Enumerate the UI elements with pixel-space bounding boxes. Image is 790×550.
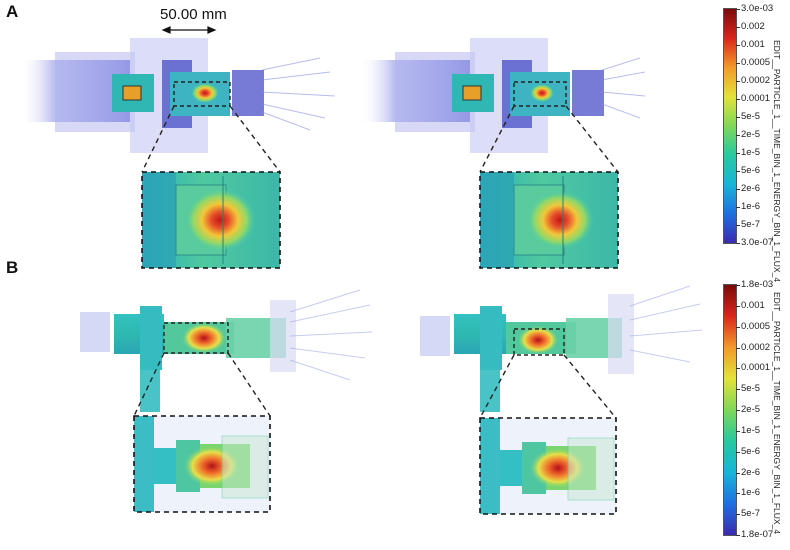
panel-b-right-zoom (479, 417, 617, 515)
colorbar-tick-label: 1e-6 (741, 201, 761, 212)
colorbar-tick-mark (736, 326, 740, 328)
colorbar-tick-label: 5e-7 (741, 508, 761, 520)
colorbar-tick-mark (736, 135, 740, 136)
colorbar-a (723, 8, 737, 244)
colorbar-tick-label: 5e-6 (741, 445, 761, 457)
panel-a-left-zoom (141, 171, 281, 269)
panel-a-right-view (360, 38, 646, 173)
colorbar-tick-label: 1e-5 (741, 424, 761, 436)
colorbar-tick-label: 1.8e-03 (741, 279, 774, 290)
colorbar-tick-label: 2e-6 (741, 466, 761, 478)
colorbar-tick-mark (736, 99, 740, 100)
panel-label-b: B (6, 258, 19, 277)
panel-b-right-view (420, 285, 703, 419)
colorbar-tick-mark (736, 45, 740, 46)
colorbar-tick-label: 5e-6 (741, 165, 761, 176)
colorbar-a-title: EDIT__PARTICLE_1__TIME_BIN_1_ENERGY_BIN_… (772, 40, 782, 283)
colorbar-tick-mark (736, 9, 740, 10)
colorbar-b (723, 284, 737, 536)
colorbar-tick-mark (736, 305, 740, 307)
colorbar-tick-mark (736, 117, 740, 118)
colorbar-tick-mark (736, 410, 740, 411)
colorbar-tick-mark (736, 285, 740, 286)
colorbar-tick-mark (736, 81, 740, 82)
colorbar-tick-label: 2e-6 (741, 183, 761, 194)
colorbar-tick-mark (736, 27, 740, 28)
colorbar-tick-mark (736, 225, 740, 226)
colorbar-tick-label: 5e-7 (741, 219, 761, 230)
colorbar-tick-mark (736, 347, 740, 349)
colorbar-tick-label: 1e-5 (741, 147, 761, 158)
scale-bar-label: 50.00 mm (160, 6, 227, 23)
colorbar-tick-mark (736, 389, 740, 391)
colorbar-tick-mark (736, 535, 740, 536)
colorbar-tick-label: 1e-6 (741, 487, 761, 499)
panel-b-left-zoom (133, 415, 271, 513)
colorbar-tick-label: 0.0001 (741, 362, 771, 374)
panel-label-a: A (6, 2, 19, 21)
colorbar-tick-label: 0.002 (741, 21, 765, 32)
colorbar-tick-mark (736, 189, 740, 190)
colorbar-tick-mark (736, 171, 740, 172)
colorbar-tick-label: 0.0002 (741, 341, 771, 353)
colorbar-tick-label: 3.0e-03 (741, 3, 774, 14)
colorbar-tick-label: 2e-5 (741, 404, 761, 415)
panel-b-left-view (80, 289, 373, 417)
colorbar-tick-mark (736, 493, 740, 495)
colorbar-tick-mark (736, 472, 740, 474)
colorbar-tick-label: 0.001 (741, 299, 765, 311)
simulation-figure (20, 26, 703, 515)
colorbar-b-title: EDIT__PARTICLE_1__TIME_BIN_1_ENERGY_BIN_… (772, 292, 782, 535)
colorbar-tick-mark (736, 451, 740, 453)
colorbar-tick-mark (736, 207, 740, 208)
colorbar-tick-label: 2e-5 (741, 129, 761, 140)
colorbar-tick-mark (736, 153, 740, 154)
colorbar-tick-label: 0.0005 (741, 320, 771, 332)
colorbar-tick-mark (736, 514, 740, 516)
scale-bar-arrow (161, 26, 217, 34)
colorbar-tick-mark (736, 63, 740, 64)
colorbar-tick-label: 0.0001 (741, 93, 771, 104)
colorbar-tick-label: 1.8e-07 (741, 529, 774, 540)
colorbar-tick-label: 0.001 (741, 39, 765, 50)
colorbar-tick-label: 0.0002 (741, 75, 771, 86)
colorbar-tick-label: 3.0e-07 (741, 237, 774, 248)
colorbar-tick-mark (736, 368, 740, 370)
panel-a-left-view (20, 38, 336, 173)
panel-a-right-zoom (479, 171, 619, 269)
colorbar-tick-label: 0.0005 (741, 57, 771, 68)
colorbar-tick-label: 5e-5 (741, 383, 761, 395)
colorbar-tick-label: 5e-5 (741, 111, 761, 122)
colorbar-tick-mark (736, 243, 740, 244)
colorbar-tick-mark (736, 430, 740, 432)
